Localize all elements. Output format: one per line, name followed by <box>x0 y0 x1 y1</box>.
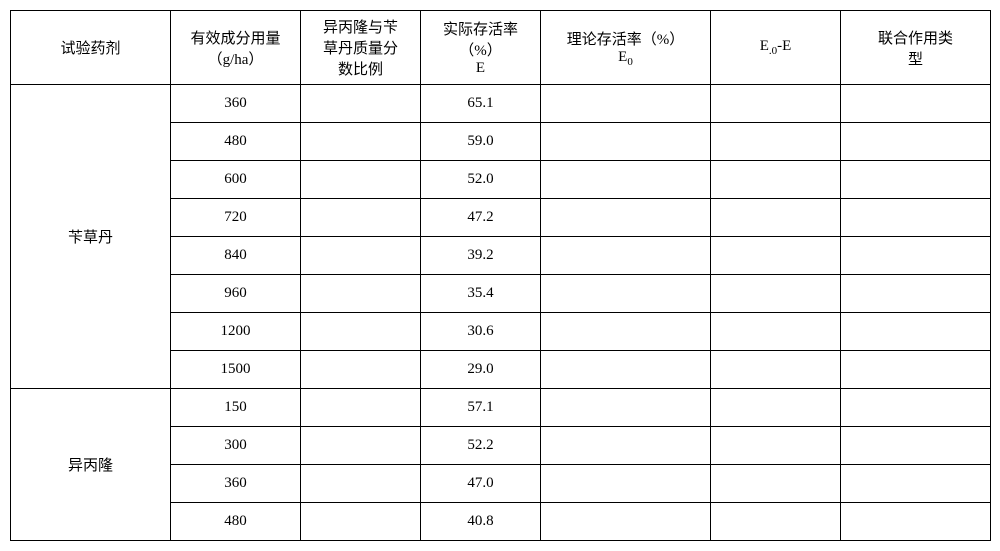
ratio-cell <box>301 313 421 351</box>
type-cell <box>841 123 991 161</box>
theoretical-cell <box>541 465 711 503</box>
header-diff: E.0-E <box>711 11 841 85</box>
diff-cell <box>711 161 841 199</box>
dosage-cell: 1500 <box>171 351 301 389</box>
actual-cell: 39.2 <box>421 237 541 275</box>
header-theoretical: 理论存活率（%）E0 <box>541 11 711 85</box>
diff-cell <box>711 123 841 161</box>
theoretical-cell <box>541 123 711 161</box>
theoretical-cell <box>541 389 711 427</box>
actual-cell: 52.2 <box>421 427 541 465</box>
actual-cell: 35.4 <box>421 275 541 313</box>
actual-cell: 30.6 <box>421 313 541 351</box>
ratio-cell <box>301 465 421 503</box>
ratio-cell <box>301 389 421 427</box>
header-type: 联合作用类型 <box>841 11 991 85</box>
actual-cell: 59.0 <box>421 123 541 161</box>
theoretical-cell <box>541 199 711 237</box>
header-ratio: 异丙隆与苄草丹质量分数比例 <box>301 11 421 85</box>
type-cell <box>841 85 991 123</box>
theoretical-cell <box>541 237 711 275</box>
type-cell <box>841 275 991 313</box>
dosage-cell: 360 <box>171 85 301 123</box>
actual-cell: 57.1 <box>421 389 541 427</box>
actual-cell: 52.0 <box>421 161 541 199</box>
theoretical-cell <box>541 161 711 199</box>
theoretical-cell <box>541 275 711 313</box>
actual-cell: 65.1 <box>421 85 541 123</box>
dosage-cell: 480 <box>171 123 301 161</box>
diff-cell <box>711 199 841 237</box>
header-actual: 实际存活率（%）E <box>421 11 541 85</box>
diff-cell <box>711 85 841 123</box>
type-cell <box>841 237 991 275</box>
agent-cell: 苄草丹 <box>11 85 171 389</box>
type-cell <box>841 351 991 389</box>
header-agent: 试验药剂 <box>11 11 171 85</box>
table-row: 苄草丹36065.1 <box>11 85 991 123</box>
type-cell <box>841 427 991 465</box>
theoretical-cell <box>541 503 711 541</box>
dosage-cell: 720 <box>171 199 301 237</box>
table-body: 苄草丹36065.148059.060052.072047.284039.296… <box>11 85 991 541</box>
ratio-cell <box>301 275 421 313</box>
theoretical-cell <box>541 427 711 465</box>
dosage-cell: 150 <box>171 389 301 427</box>
diff-cell <box>711 237 841 275</box>
type-cell <box>841 465 991 503</box>
dosage-cell: 960 <box>171 275 301 313</box>
dosage-cell: 480 <box>171 503 301 541</box>
dosage-cell: 300 <box>171 427 301 465</box>
theoretical-cell <box>541 85 711 123</box>
dosage-cell: 360 <box>171 465 301 503</box>
type-cell <box>841 389 991 427</box>
type-cell <box>841 199 991 237</box>
type-cell <box>841 161 991 199</box>
actual-cell: 29.0 <box>421 351 541 389</box>
actual-cell: 47.2 <box>421 199 541 237</box>
theoretical-cell <box>541 313 711 351</box>
diff-cell <box>711 275 841 313</box>
ratio-cell <box>301 123 421 161</box>
table-row: 异丙隆15057.1 <box>11 389 991 427</box>
ratio-cell <box>301 199 421 237</box>
data-table: 试验药剂 有效成分用量（g/ha） 异丙隆与苄草丹质量分数比例 实际存活率（%）… <box>10 10 991 541</box>
diff-cell <box>711 465 841 503</box>
dosage-cell: 840 <box>171 237 301 275</box>
ratio-cell <box>301 85 421 123</box>
theoretical-cell <box>541 351 711 389</box>
diff-cell <box>711 389 841 427</box>
ratio-cell <box>301 161 421 199</box>
type-cell <box>841 503 991 541</box>
diff-cell <box>711 503 841 541</box>
ratio-cell <box>301 427 421 465</box>
agent-cell: 异丙隆 <box>11 389 171 541</box>
header-dosage: 有效成分用量（g/ha） <box>171 11 301 85</box>
actual-cell: 40.8 <box>421 503 541 541</box>
dosage-cell: 1200 <box>171 313 301 351</box>
diff-cell <box>711 351 841 389</box>
actual-cell: 47.0 <box>421 465 541 503</box>
dosage-cell: 600 <box>171 161 301 199</box>
diff-cell <box>711 427 841 465</box>
type-cell <box>841 313 991 351</box>
ratio-cell <box>301 503 421 541</box>
diff-cell <box>711 313 841 351</box>
ratio-cell <box>301 351 421 389</box>
header-row: 试验药剂 有效成分用量（g/ha） 异丙隆与苄草丹质量分数比例 实际存活率（%）… <box>11 11 991 85</box>
ratio-cell <box>301 237 421 275</box>
